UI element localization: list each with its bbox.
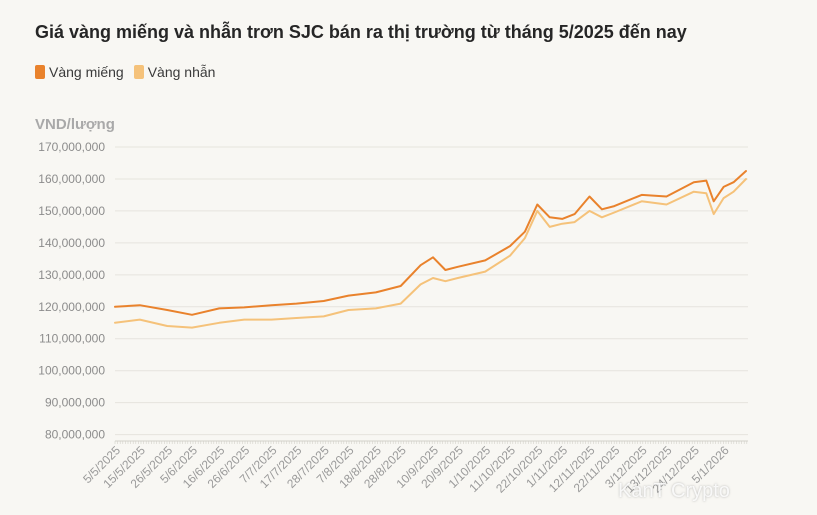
y-tick-label: 160,000,000	[38, 172, 105, 186]
y-tick-label: 140,000,000	[38, 236, 105, 250]
y-axis-label: VND/lượng	[35, 116, 115, 133]
legend-label-vang-mieng: Vàng miếng	[49, 64, 124, 80]
series-line	[114, 170, 747, 316]
legend-swatch-vang-nhan	[133, 65, 144, 79]
legend-swatch-vang-mieng	[35, 65, 45, 79]
chart-legend: Vàng miếng Vàng nhẫn	[35, 64, 225, 80]
watermark: KanT Crypto	[618, 480, 730, 502]
chart-title: Giá vàng miếng và nhẫn trơn SJC bán ra t…	[35, 22, 687, 42]
legend-item-vang-mieng[interactable]: Vàng miếng	[35, 64, 124, 80]
y-tick-label: 150,000,000	[38, 204, 105, 218]
series-line	[114, 178, 747, 329]
y-tick-label: 120,000,000	[38, 300, 105, 314]
y-tick-label: 90,000,000	[45, 396, 105, 410]
y-tick-label: 130,000,000	[38, 268, 105, 282]
y-tick-label: 110,000,000	[39, 332, 105, 346]
y-tick-label: 80,000,000	[45, 428, 105, 442]
y-tick-label: 170,000,000	[38, 140, 105, 154]
y-tick-label: 100,000,000	[38, 364, 105, 378]
legend-label-vang-nhan: Vàng nhẫn	[147, 64, 216, 80]
legend-item-vang-nhan[interactable]: Vàng nhẫn	[133, 64, 216, 80]
